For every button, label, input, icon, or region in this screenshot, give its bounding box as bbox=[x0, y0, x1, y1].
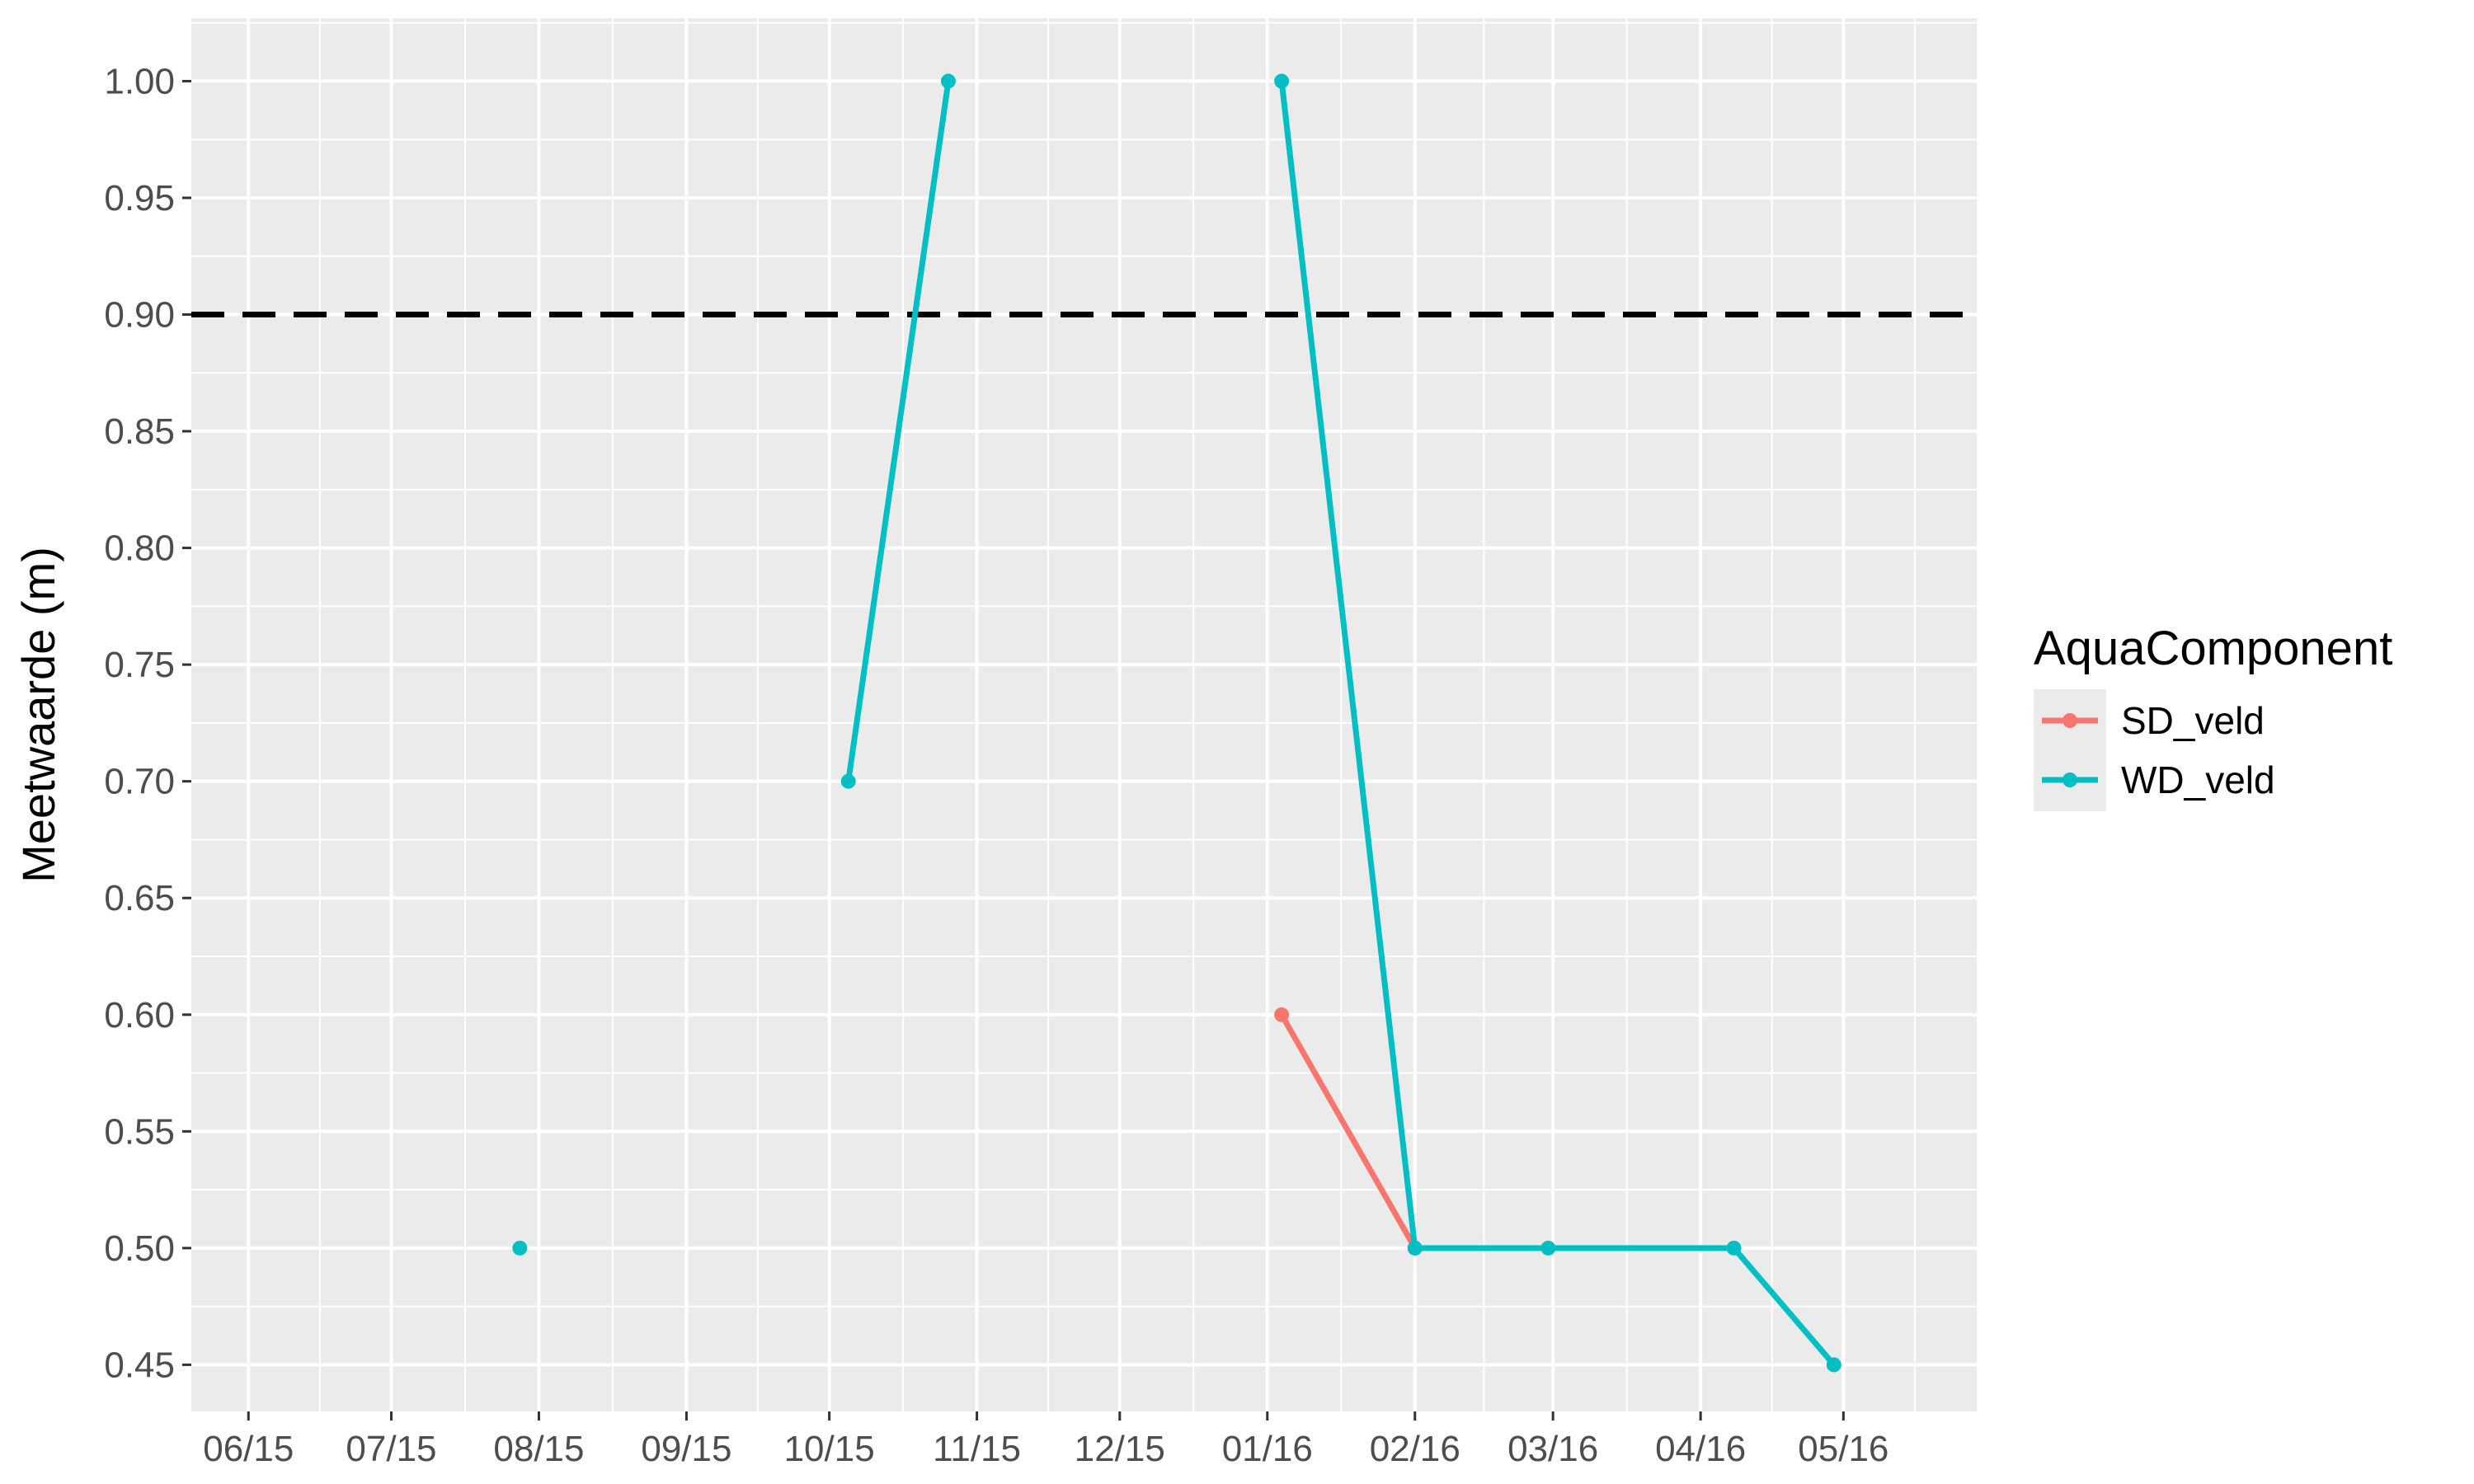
x-tick-label: 08/15 bbox=[493, 1429, 584, 1469]
data-point-wd-veld bbox=[1274, 73, 1290, 89]
y-tick-label: 0.65 bbox=[104, 878, 175, 918]
y-axis: 0.45 0.50 0.55 0.60 0.65 0.70 0.75 0.80 0.85 0.90… bbox=[104, 61, 191, 1385]
x-tick-label: 11/15 bbox=[933, 1429, 1021, 1469]
x-tick-label: 06/15 bbox=[203, 1429, 294, 1469]
y-tick-label: 0.95 bbox=[104, 178, 175, 218]
legend-key-point-sd-veld bbox=[2062, 713, 2077, 728]
x-tick-label: 04/16 bbox=[1655, 1429, 1746, 1469]
x-axis: 06/15 07/15 08/15 09/15 10/15 11/15 12/15 01/16… bbox=[203, 1411, 1888, 1469]
data-point-wd-veld bbox=[1726, 1240, 1742, 1256]
y-tick-label: 1.00 bbox=[104, 61, 175, 101]
series-line-sd-veld bbox=[1279, 1013, 1418, 1250]
panel-background bbox=[191, 18, 1977, 1411]
y-tick-label: 0.60 bbox=[104, 995, 175, 1036]
series-layer bbox=[512, 73, 1841, 1373]
x-tick-label: 01/16 bbox=[1222, 1429, 1313, 1469]
y-tick-label: 0.70 bbox=[104, 762, 175, 802]
data-point-wd-veld bbox=[940, 73, 956, 89]
y-tick-label: 0.90 bbox=[104, 295, 175, 336]
grid-minor bbox=[191, 18, 1977, 1411]
data-point-wd-veld bbox=[512, 1240, 528, 1256]
x-tick-label: 05/16 bbox=[1798, 1429, 1888, 1469]
legend-items: SD_veld WD_veld bbox=[2042, 699, 2275, 801]
data-point-wd-veld bbox=[1826, 1357, 1841, 1373]
x-tick-label: 07/15 bbox=[346, 1429, 436, 1469]
x-tick-label: 09/15 bbox=[641, 1429, 731, 1469]
data-point-sd-veld bbox=[1274, 1007, 1290, 1022]
y-tick-label: 0.55 bbox=[104, 1111, 175, 1152]
x-tick-label: 12/15 bbox=[1075, 1429, 1165, 1469]
y-tick-label: 0.50 bbox=[104, 1228, 175, 1269]
legend-title: AquaComponent bbox=[2034, 622, 2392, 675]
x-tick-label: 02/16 bbox=[1370, 1429, 1460, 1469]
series-line-wd-veld bbox=[845, 80, 952, 782]
legend: AquaComponent SD_veld WD_veld bbox=[2034, 622, 2392, 811]
x-tick-label: 10/15 bbox=[784, 1429, 875, 1469]
legend-key-point-wd-veld bbox=[2062, 773, 2077, 787]
x-tick-label: 03/16 bbox=[1507, 1429, 1598, 1469]
grid-major bbox=[191, 18, 1977, 1411]
y-tick-label: 0.75 bbox=[104, 645, 175, 685]
series-wd-veld bbox=[512, 73, 1841, 1373]
legend-background bbox=[2034, 689, 2106, 811]
y-tick-label: 0.80 bbox=[104, 528, 175, 569]
y-axis-title: Meetwaarde (m) bbox=[12, 547, 64, 883]
y-tick-label: 0.85 bbox=[104, 411, 175, 452]
data-point-wd-veld bbox=[1540, 1240, 1556, 1256]
data-point-wd-veld bbox=[840, 773, 856, 789]
legend-label-wd-veld: WD_veld bbox=[2121, 758, 2275, 801]
legend-label-sd-veld: SD_veld bbox=[2121, 699, 2265, 742]
y-tick-label: 0.45 bbox=[104, 1345, 175, 1385]
data-point-wd-veld bbox=[1407, 1240, 1423, 1256]
